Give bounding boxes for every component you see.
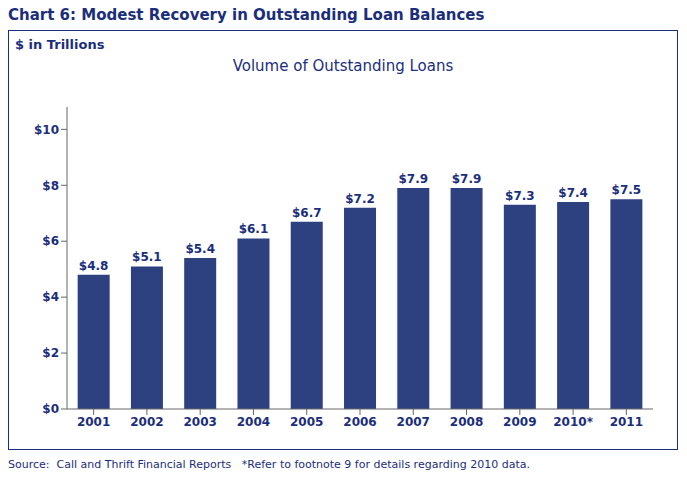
svg-text:2002: 2002 — [130, 415, 163, 429]
html-text:$ in Trillions: $ in Trillions — [15, 37, 105, 52]
svg-text:2010*: 2010* — [553, 415, 593, 429]
svg-text:2007: 2007 — [397, 415, 430, 429]
html-text:Source: Call and Thrift Financ: Source: Call and Thrift Financial Report… — [8, 458, 530, 471]
html-text:Chart 6: Modest Recovery in Ou: Chart 6: Modest Recovery in Outstanding … — [8, 6, 485, 24]
svg-text:$7.5: $7.5 — [612, 183, 642, 197]
svg-text:2006: 2006 — [343, 415, 376, 429]
svg-text:$4.8: $4.8 — [79, 259, 109, 273]
svg-text:2004: 2004 — [237, 415, 270, 429]
svg-text:2008: 2008 — [450, 415, 483, 429]
svg-text:$5.1: $5.1 — [132, 250, 162, 264]
svg-text:$8: $8 — [42, 179, 59, 193]
svg-text:$6.7: $6.7 — [292, 206, 322, 220]
svg-text:$4: $4 — [42, 290, 59, 304]
svg-text:$0: $0 — [42, 402, 59, 416]
svg-text:$6.1: $6.1 — [239, 222, 269, 236]
svg-text:2005: 2005 — [290, 415, 323, 429]
svg-text:$10: $10 — [34, 123, 59, 137]
svg-text:$7.9: $7.9 — [398, 172, 428, 186]
svg-text:$7.4: $7.4 — [558, 186, 588, 200]
svg-text:$2: $2 — [42, 346, 59, 360]
svg-text:2001: 2001 — [77, 415, 110, 429]
svg-text:$6: $6 — [42, 234, 59, 248]
svg-text:$7.2: $7.2 — [345, 192, 375, 206]
svg-text:$7.9: $7.9 — [452, 172, 482, 186]
svg-text:2009: 2009 — [503, 415, 536, 429]
svg-text:$7.3: $7.3 — [505, 189, 535, 203]
svg-text:2003: 2003 — [183, 415, 216, 429]
html-text:Volume of Outstanding Loans: Volume of Outstanding Loans — [232, 57, 454, 75]
svg-text:2011: 2011 — [610, 415, 643, 429]
svg-text:$5.4: $5.4 — [185, 242, 215, 256]
